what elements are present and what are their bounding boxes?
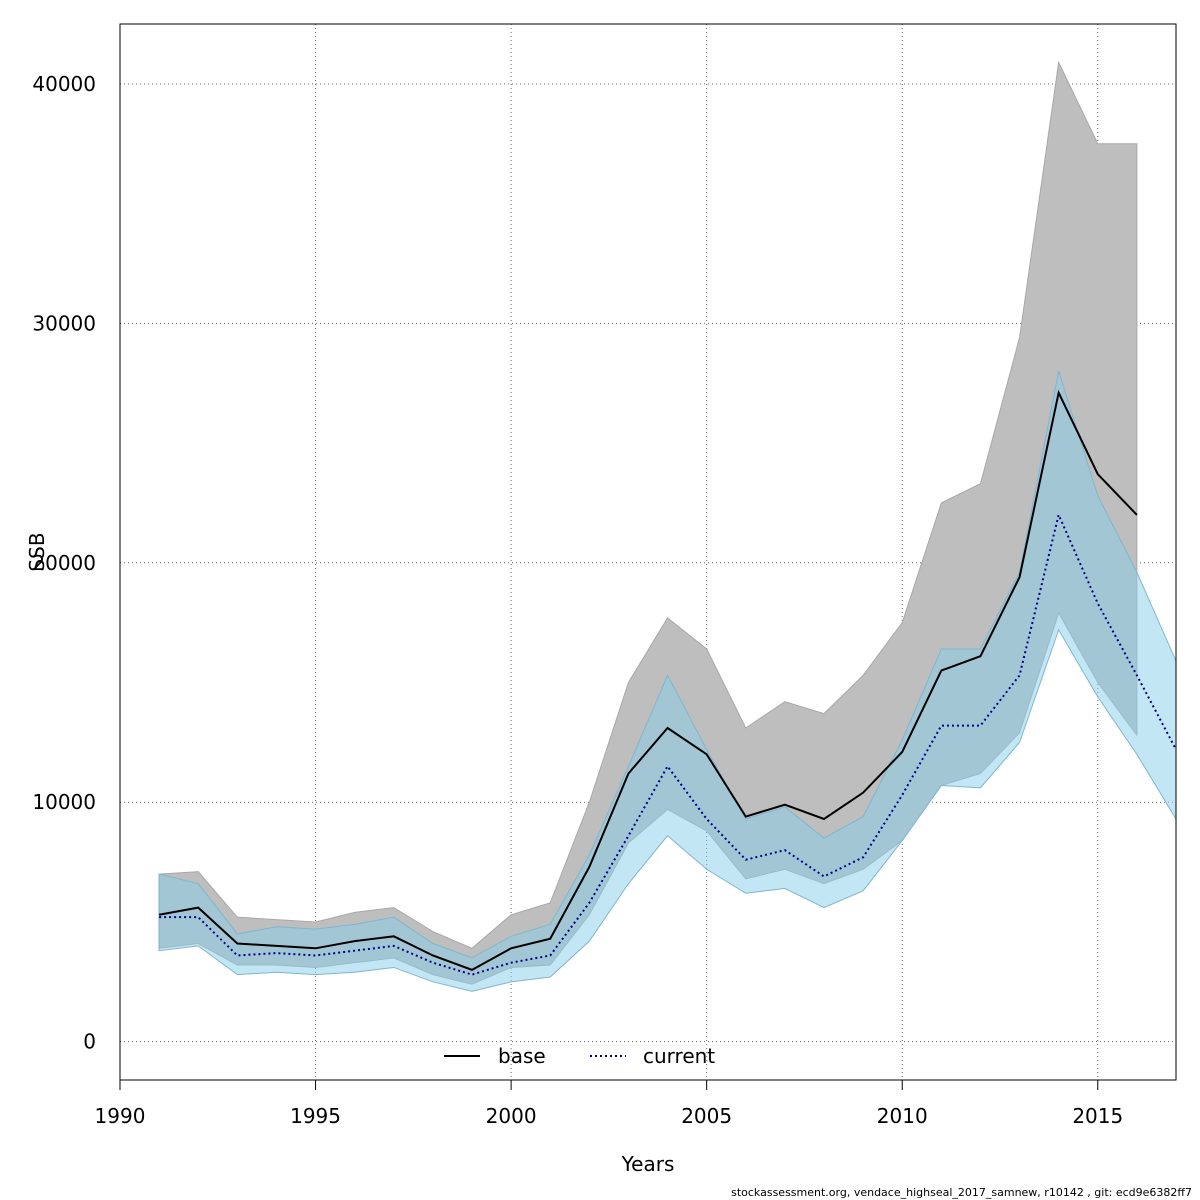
- x-tick-label: 2000: [486, 1104, 537, 1128]
- y-tick-label: 20000: [32, 551, 96, 575]
- y-axis-title: SSB: [25, 532, 49, 571]
- current-series-line: [159, 511, 1177, 976]
- legend-current-label: current: [643, 1044, 715, 1068]
- x-tick-label: 2010: [877, 1104, 928, 1128]
- series-lines: [158, 389, 1177, 976]
- x-tick-label: 1990: [95, 1104, 146, 1128]
- confidence-bands: [158, 60, 1177, 992]
- legend-base-label: base: [498, 1044, 546, 1068]
- legend: base current: [444, 1044, 715, 1068]
- axes: 1990 1995 2000 2005 2010 2015 0 10000 20000 30000…: [32, 72, 1176, 1128]
- y-tick-label: 40000: [32, 72, 96, 96]
- x-tick-label: 2015: [1072, 1104, 1123, 1128]
- x-tick-label: 2005: [681, 1104, 732, 1128]
- y-tick-label: 30000: [32, 311, 96, 335]
- x-tick-label: 1995: [290, 1104, 341, 1128]
- x-axis-title: Years: [621, 1152, 675, 1176]
- footer-credit: stockassessment.org, vendace_highseal_20…: [731, 1186, 1192, 1199]
- base-series-line: [158, 389, 1138, 971]
- y-tick-label: 0: [83, 1030, 96, 1054]
- y-tick-label: 10000: [32, 790, 96, 814]
